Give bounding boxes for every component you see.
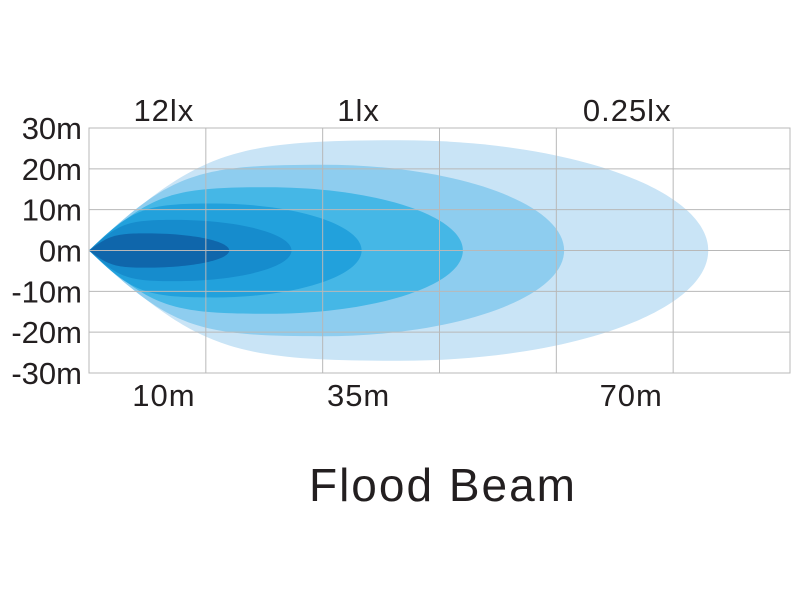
y-tick-label: -20m xyxy=(11,315,82,350)
distance-label: 70m xyxy=(600,378,663,413)
lux-labels: 12lx 1lx 0.25lx xyxy=(133,93,672,128)
distance-label: 10m xyxy=(132,378,195,413)
y-tick-label: 30m xyxy=(22,111,82,146)
distance-labels: 10m 35m 70m xyxy=(132,378,663,413)
y-tick-label: -30m xyxy=(11,356,82,391)
y-tick-label: 20m xyxy=(22,152,82,187)
lux-label: 0.25lx xyxy=(583,93,672,128)
lux-label: 1lx xyxy=(337,93,380,128)
chart-title: Flood Beam xyxy=(308,459,577,511)
y-tick-label: 10m xyxy=(22,193,82,228)
y-tick-label: 0m xyxy=(39,234,82,269)
chart-grid xyxy=(88,127,791,374)
y-tick-label: -10m xyxy=(11,274,82,309)
lux-label: 12lx xyxy=(133,93,194,128)
distance-label: 35m xyxy=(327,378,390,413)
y-axis-labels: 30m 20m 10m 0m -10m -20m -30m xyxy=(11,111,82,391)
